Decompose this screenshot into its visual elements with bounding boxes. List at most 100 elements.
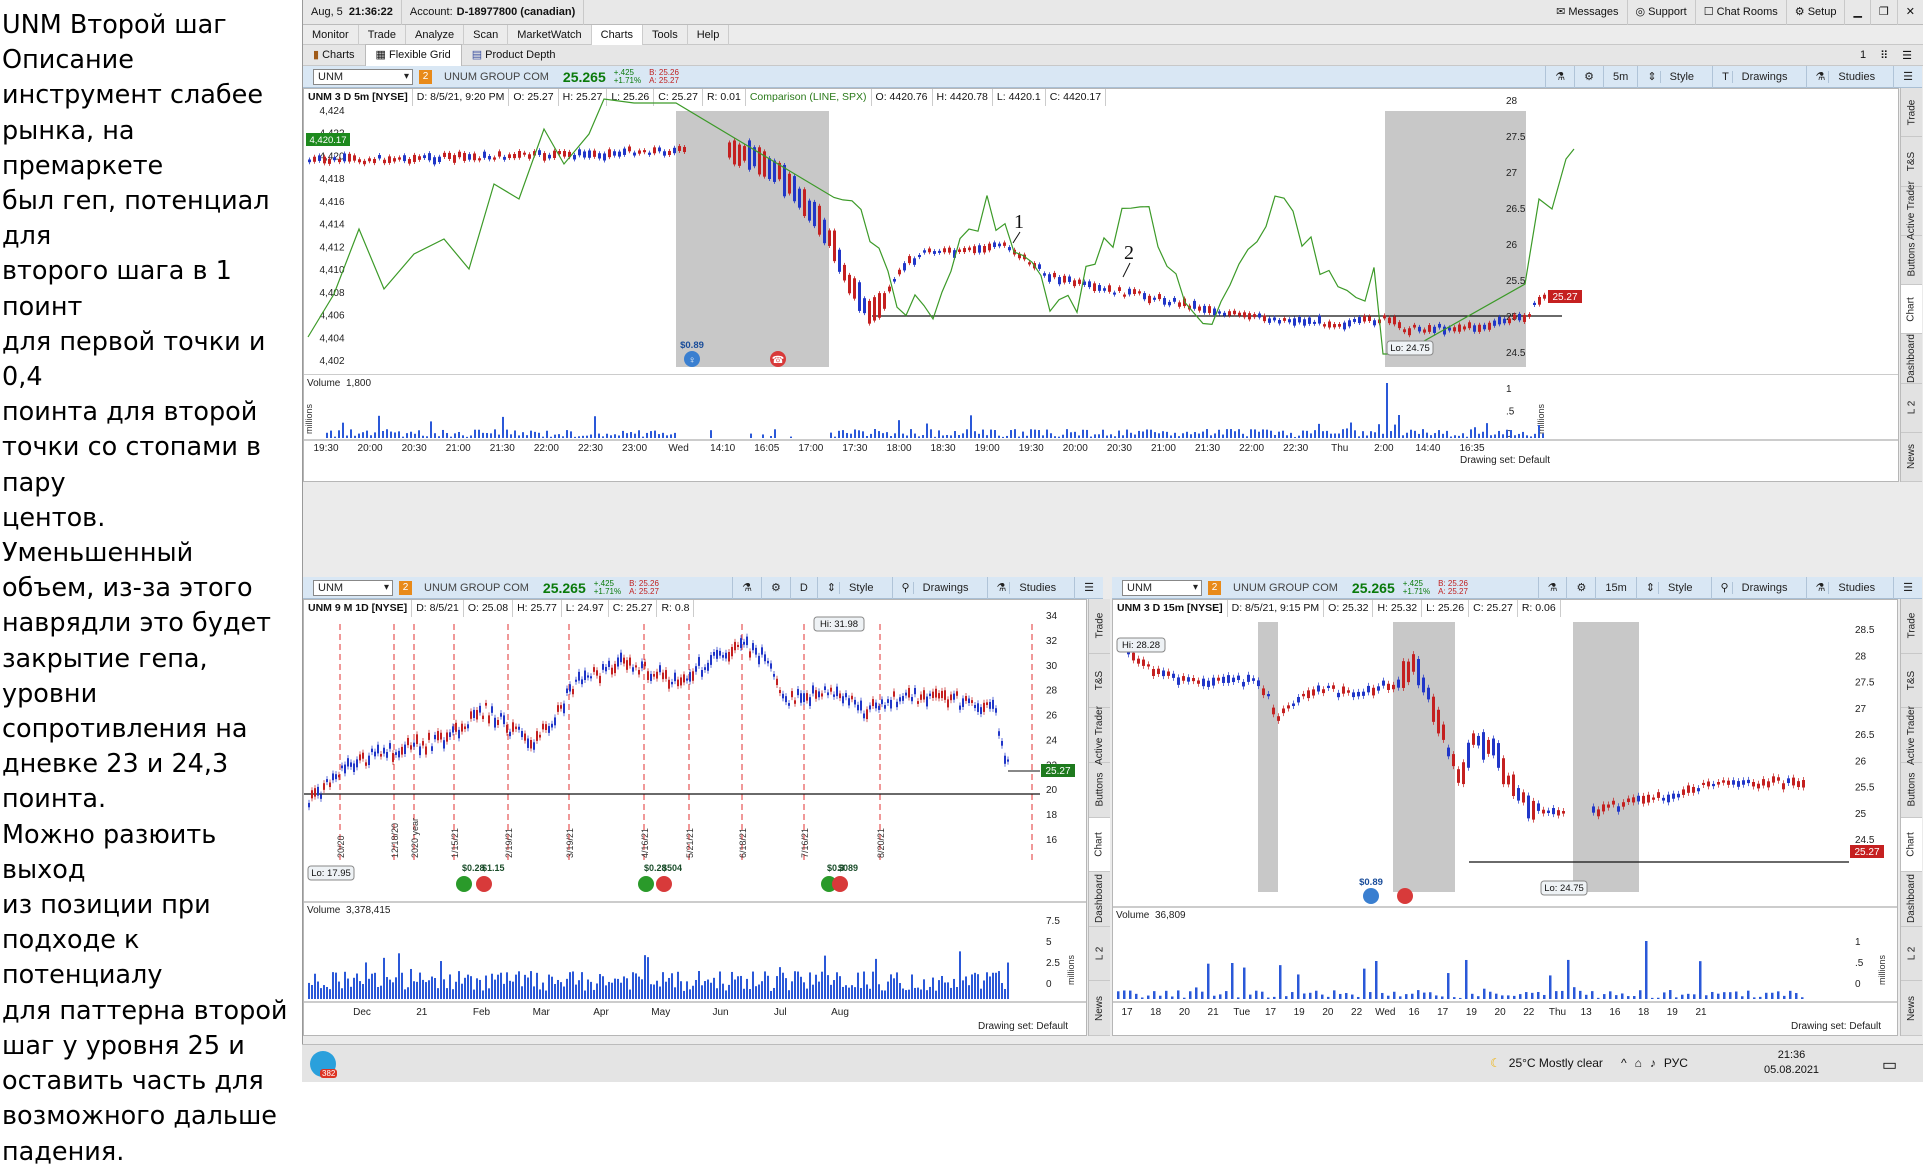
drawing-set-label[interactable]: Drawing set: Default bbox=[978, 1021, 1068, 1032]
panel-menu-icon[interactable]: ☰ bbox=[1893, 576, 1922, 599]
side-tab-trade[interactable]: Trade bbox=[1901, 88, 1922, 138]
drawings-button[interactable]: T Drawings bbox=[1712, 65, 1805, 88]
chevron-up-icon[interactable]: ^ bbox=[1620, 1056, 1627, 1070]
link-badge[interactable]: 2 bbox=[399, 580, 412, 595]
side-tab-buttons[interactable]: Buttons bbox=[1901, 763, 1922, 818]
menu-trade[interactable]: Trade bbox=[359, 24, 407, 45]
side-tab-t-s[interactable]: T&S bbox=[1901, 137, 1922, 187]
side-tab-dashboard[interactable]: Dashboard bbox=[1089, 872, 1110, 927]
side-tab-dashboard[interactable]: Dashboard bbox=[1901, 334, 1922, 384]
dividend-marker[interactable]: $0.89 ♀ bbox=[680, 340, 704, 367]
side-tab-chart[interactable]: Chart bbox=[1901, 285, 1922, 335]
side-tab-t-s[interactable]: T&S bbox=[1089, 654, 1110, 709]
studies-button[interactable]: ⚗ Studies bbox=[1805, 65, 1894, 88]
gear-icon[interactable]: ⚙ bbox=[760, 576, 790, 599]
earnings-icon[interactable] bbox=[476, 876, 492, 892]
side-tab-l-2[interactable]: L 2 bbox=[1901, 384, 1922, 433]
side-tab-dashboard[interactable]: Dashboard bbox=[1901, 872, 1922, 927]
earnings-icon[interactable] bbox=[1397, 888, 1413, 904]
panel-menu-icon[interactable]: ☰ bbox=[1893, 65, 1922, 88]
grid-layout-icon[interactable]: ⠿ bbox=[1880, 49, 1889, 62]
menu-scan[interactable]: Scan bbox=[464, 24, 509, 45]
drawing-set-label[interactable]: Drawing set: Default bbox=[1460, 455, 1550, 466]
side-tab-l-2[interactable]: L 2 bbox=[1089, 927, 1110, 982]
aggregation-selector[interactable]: D bbox=[789, 576, 817, 599]
menu-analyze[interactable]: Analyze bbox=[406, 24, 465, 45]
link-badge[interactable]: 2 bbox=[419, 69, 432, 84]
subtab-flexible-grid[interactable]: ▦ Flexible Grid bbox=[364, 43, 462, 67]
bottom-left-chart-panel[interactable]: UNM 9 M 1D [NYSE] D: 8/5/21 O: 25.08 H: … bbox=[303, 599, 1087, 1036]
drawings-button[interactable]: ⚲ Drawings bbox=[891, 576, 987, 599]
close-button[interactable]: ✕ bbox=[1898, 0, 1923, 25]
menu-tools[interactable]: Tools bbox=[643, 24, 688, 45]
side-tab-t-s[interactable]: T&S bbox=[1901, 654, 1922, 709]
gear-icon[interactable]: ⚙ bbox=[1574, 65, 1603, 88]
drawing-set-label[interactable]: Drawing set: Default bbox=[1791, 1021, 1881, 1032]
menu-help[interactable]: Help bbox=[688, 24, 730, 45]
dividend-icon[interactable] bbox=[821, 876, 837, 892]
side-tab-chart[interactable]: Chart bbox=[1089, 817, 1110, 873]
subtab-charts[interactable]: ▮ Charts bbox=[303, 45, 365, 66]
side-tab-chart[interactable]: Chart bbox=[1901, 817, 1922, 873]
flask-icon[interactable]: ⚗ bbox=[1545, 65, 1574, 88]
dividend-icon[interactable] bbox=[456, 876, 472, 892]
top-chart-panel[interactable]: UNM 3 D 5m [NYSE] D: 8/5/21, 9:20 PM O: … bbox=[303, 88, 1899, 482]
style-button[interactable]: ⇕ Style bbox=[1637, 65, 1712, 88]
symbol-selector[interactable]: UNM bbox=[313, 68, 413, 85]
studies-button[interactable]: ⚗ Studies bbox=[1805, 576, 1894, 599]
earnings-marker[interactable]: ☎ bbox=[770, 351, 786, 367]
grid-menu-icon[interactable]: ☰ bbox=[1902, 49, 1912, 62]
aggregation-selector[interactable]: 5m bbox=[1603, 65, 1637, 88]
side-tab-active-trader[interactable]: Active Trader bbox=[1901, 181, 1922, 240]
side-tab-news[interactable]: News bbox=[1089, 981, 1110, 1036]
setup-button[interactable]: ⚙ Setup bbox=[1787, 0, 1846, 25]
studies-button[interactable]: ⚗ Studies bbox=[986, 576, 1075, 599]
side-tab-l-2[interactable]: L 2 bbox=[1901, 927, 1922, 982]
side-tab-buttons[interactable]: Buttons bbox=[1089, 763, 1110, 818]
drawings-button[interactable]: ⚲ Drawings bbox=[1710, 576, 1806, 599]
earnings-marker[interactable] bbox=[1397, 888, 1413, 904]
notifications-icon[interactable]: ▭ bbox=[1882, 1057, 1898, 1074]
language-indicator[interactable]: РУС bbox=[1663, 1056, 1688, 1070]
dividend-icon[interactable] bbox=[684, 351, 700, 367]
side-tab-buttons[interactable]: Buttons bbox=[1901, 236, 1922, 285]
menu-charts[interactable]: Charts bbox=[591, 24, 644, 45]
top-chart-canvas[interactable]: 4,4244,4224,4204,4184,4164,4144,4124,410… bbox=[304, 89, 1898, 481]
aggregation-selector[interactable]: 15m bbox=[1595, 576, 1635, 599]
link-badge[interactable]: 2 bbox=[1208, 580, 1221, 595]
bottom-left-chart-canvas[interactable]: 20/20 12/18/20 2020 year 1/15/21 2/19/21 3/19… bbox=[304, 600, 1086, 1035]
earnings-icon[interactable] bbox=[770, 351, 786, 367]
maximize-button[interactable]: ❐ bbox=[1871, 0, 1898, 25]
panel-menu-icon[interactable]: ☰ bbox=[1074, 576, 1103, 599]
style-button[interactable]: ⇕ Style bbox=[816, 576, 892, 599]
volume-icon[interactable]: ♪ bbox=[1649, 1056, 1656, 1070]
side-tab-active-trader[interactable]: Active Trader bbox=[1901, 706, 1922, 765]
weather-text[interactable]: 25°C Mostly clear bbox=[1508, 1056, 1603, 1070]
side-tab-news[interactable]: News bbox=[1901, 981, 1922, 1036]
symbol-selector[interactable]: UNM bbox=[313, 579, 393, 596]
dividend-icon[interactable] bbox=[1363, 888, 1379, 904]
gear-icon[interactable]: ⚙ bbox=[1566, 576, 1595, 599]
side-tab-active-trader[interactable]: Active Trader bbox=[1089, 706, 1110, 765]
network-icon[interactable]: ⌂ bbox=[1634, 1056, 1642, 1070]
side-tab-news[interactable]: News bbox=[1901, 433, 1922, 482]
messages-button[interactable]: ✉ Messages bbox=[1548, 0, 1628, 25]
minimize-button[interactable]: ▁ bbox=[1845, 0, 1871, 25]
style-button[interactable]: ⇕ Style bbox=[1635, 576, 1711, 599]
bottom-right-chart-panel[interactable]: UNM 3 D 15m [NYSE] D: 8/5/21, 9:15 PM O:… bbox=[1112, 599, 1898, 1036]
dividend-icon[interactable] bbox=[638, 876, 654, 892]
subtab-product-depth[interactable]: ▤ Product Depth bbox=[462, 45, 566, 66]
symbol-selector[interactable]: UNM bbox=[1122, 579, 1202, 596]
flask-icon[interactable]: ⚗ bbox=[732, 576, 761, 599]
earnings-icon[interactable] bbox=[832, 876, 848, 892]
menu-marketwatch[interactable]: MarketWatch bbox=[508, 24, 592, 45]
flask-icon[interactable]: ⚗ bbox=[1537, 576, 1567, 599]
support-button[interactable]: ◎ Support bbox=[1628, 0, 1696, 25]
earnings-icon[interactable] bbox=[656, 876, 672, 892]
side-tab-trade[interactable]: Trade bbox=[1089, 599, 1110, 654]
dividend-marker[interactable]: $0.89 bbox=[1359, 877, 1383, 904]
side-tab-trade[interactable]: Trade bbox=[1901, 599, 1922, 654]
chat-rooms-button[interactable]: ☐ Chat Rooms bbox=[1696, 0, 1787, 25]
account-selector[interactable]: Account: D-18977800 (canadian) bbox=[402, 0, 585, 25]
